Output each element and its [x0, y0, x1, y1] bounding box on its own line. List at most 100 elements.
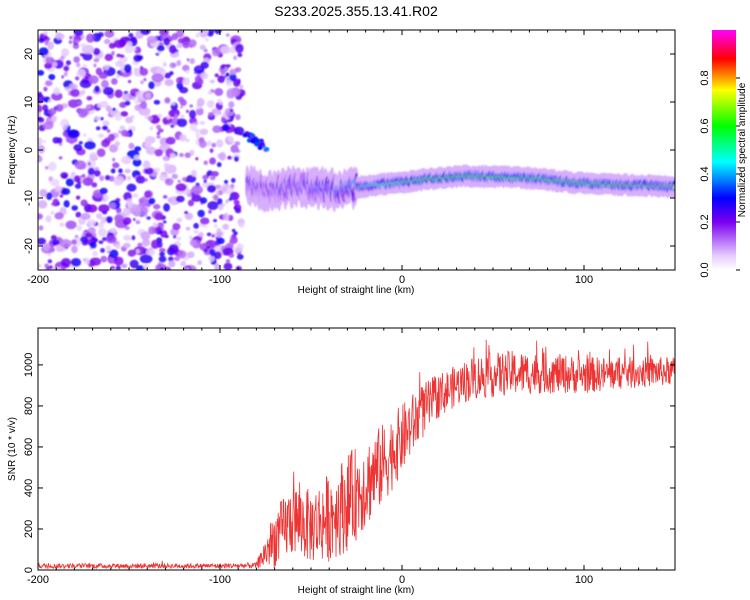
heatmap-noise-cell: [218, 151, 227, 161]
heatmap-noise-cell: [76, 68, 86, 78]
colorbar-tick-label: 0.2: [699, 214, 711, 229]
heatmap-noise-cell: [130, 36, 137, 43]
heatmap-noise-cell: [61, 48, 70, 57]
heatmap-noise-cell: [78, 108, 88, 118]
heatmap-noise-cell: [82, 258, 87, 262]
heatmap-noise-cell: [123, 234, 132, 241]
heatmap-noise-cell: [217, 98, 222, 104]
snr-panel: -200 -100 0 100 0 200 400 600 800 1000 Height of…: [7, 327, 676, 596]
heatmap-noise-cell: [93, 63, 97, 68]
heatmap-noise-cell: [38, 225, 44, 231]
heatmap-noise-cell: [86, 204, 98, 213]
heatmap-noise-cell: [185, 69, 190, 74]
heatmap-noise-cell: [162, 220, 167, 224]
heatmap-noise-cell: [131, 235, 136, 241]
heatmap-noise-cell: [165, 136, 176, 145]
heatmap-noise-cell: [217, 75, 225, 83]
heatmap-noise-cell: [74, 160, 87, 170]
heatmap-noise-cell: [89, 257, 102, 266]
heatmap-noise-cell: [171, 201, 176, 206]
heatmap-noise-cell: [104, 30, 115, 38]
heatmap-noise-cell: [45, 215, 52, 223]
heatmap-noise-cell: [86, 219, 96, 227]
heatmap-noise-cell: [110, 265, 115, 270]
heatmap-noise-cell: [168, 110, 175, 118]
heatmap-noise-cell: [105, 245, 112, 252]
heatmap-noise-cell: [97, 32, 104, 38]
heatmap-noise-cell: [51, 92, 63, 101]
heatmap-noise-cell: [158, 128, 164, 133]
heatmap-noise-cell: [225, 199, 229, 204]
heatmap-noise-cell: [143, 77, 147, 82]
heatmap-noise-cell: [171, 173, 178, 180]
heatmap-noise-cell: [202, 174, 209, 180]
colorbar-label: Normalized spectral amplitude: [737, 82, 748, 217]
heatmap-noise-cell: [156, 45, 165, 52]
heatmap-noise-cell: [196, 65, 202, 70]
heatmap-noise-cell: [93, 169, 101, 177]
heatmap-noise-cell: [154, 212, 163, 221]
heatmap-noise-cell: [156, 81, 161, 87]
heatmap-noise-cell: [185, 109, 190, 114]
heatmap-noise-cell: [171, 33, 179, 41]
heatmap-noise-cell: [48, 108, 57, 116]
heatmap-noise-cell: [85, 159, 96, 169]
heatmap-noise-cell: [140, 101, 148, 110]
heatmap-noise-cell: [88, 151, 98, 162]
heatmap-noise-cell: [235, 114, 241, 121]
heatmap-noise-cell: [133, 54, 142, 63]
heatmap-noise-cell: [179, 152, 184, 158]
heatmap-noise-cell: [197, 209, 205, 218]
colorbar-tick-label: 0.6: [699, 118, 711, 133]
heatmap-noise-cell: [115, 60, 124, 68]
heatmap-noise-cell: [110, 168, 116, 174]
heatmap-noise-cell: [68, 40, 73, 44]
colorbar-ticks: 0.0 0.2 0.4 0.6 0.8: [699, 70, 740, 278]
heatmap-noise-cell: [112, 162, 120, 169]
heatmap-noise-cell: [116, 207, 122, 214]
heatmap-noise-cell: [223, 262, 233, 270]
heatmap-noise-cell: [102, 236, 107, 242]
colorbar: 0.0 0.2 0.4 0.6 0.8 Normalized spectral ampl…: [699, 30, 748, 278]
heatmap-noise-cell: [38, 104, 43, 113]
heatmap-noise-cell: [49, 265, 53, 270]
heatmap-noise-cell: [184, 212, 194, 220]
heatmap-noise-cell: [65, 220, 77, 230]
heatmap-noise-cell: [203, 179, 207, 184]
colorbar-tick-label: 0.4: [699, 166, 711, 181]
heatmap-noise-cell: [97, 228, 107, 237]
heatmap-noise-cell: [61, 188, 71, 195]
heatmap-noise-cell: [100, 247, 106, 253]
heatmap-noise-cell: [104, 53, 114, 62]
heatmap-noise-cell: [159, 266, 165, 270]
heatmap-noise-cell: [81, 44, 95, 55]
y-tick-label: 20: [23, 48, 35, 60]
heatmap-noise-cell: [84, 141, 96, 150]
heatmap-noise-cell: [199, 140, 207, 149]
heatmap-noise-cell: [215, 139, 224, 148]
heatmap-noise-cell: [103, 64, 110, 71]
heatmap-noise-cell: [190, 169, 197, 177]
y-tick-label: -10: [23, 190, 35, 206]
heatmap-noise-cell: [148, 197, 156, 205]
heatmap-noise-cell: [169, 152, 177, 159]
heatmap-noise-cell: [114, 243, 121, 249]
heatmap-noise-cell: [86, 104, 91, 110]
heatmap-noise-cell: [156, 135, 161, 139]
heatmap-noise-cell: [133, 246, 147, 256]
heatmap-noise-cell: [189, 239, 198, 247]
heatmap-noise-cell: [88, 75, 99, 85]
heatmap-noise-cell: [189, 123, 197, 132]
heatmap-noise-cell: [186, 251, 195, 259]
heatmap-noise-cell: [215, 190, 220, 194]
heatmap-noise-cell: [127, 249, 136, 257]
heatmap-noise-cell: [151, 239, 159, 250]
heatmap-noise-cell: [71, 205, 79, 211]
heatmap-noise-cell: [150, 66, 157, 73]
heatmap-noise-cell: [128, 32, 134, 38]
heatmap-noise-cell: [52, 198, 60, 207]
heatmap-noise-cell: [236, 253, 244, 260]
heatmap-noise-cell: [195, 107, 204, 116]
x-tick-label: -100: [209, 274, 231, 286]
heatmap-noise-cell: [38, 144, 46, 154]
